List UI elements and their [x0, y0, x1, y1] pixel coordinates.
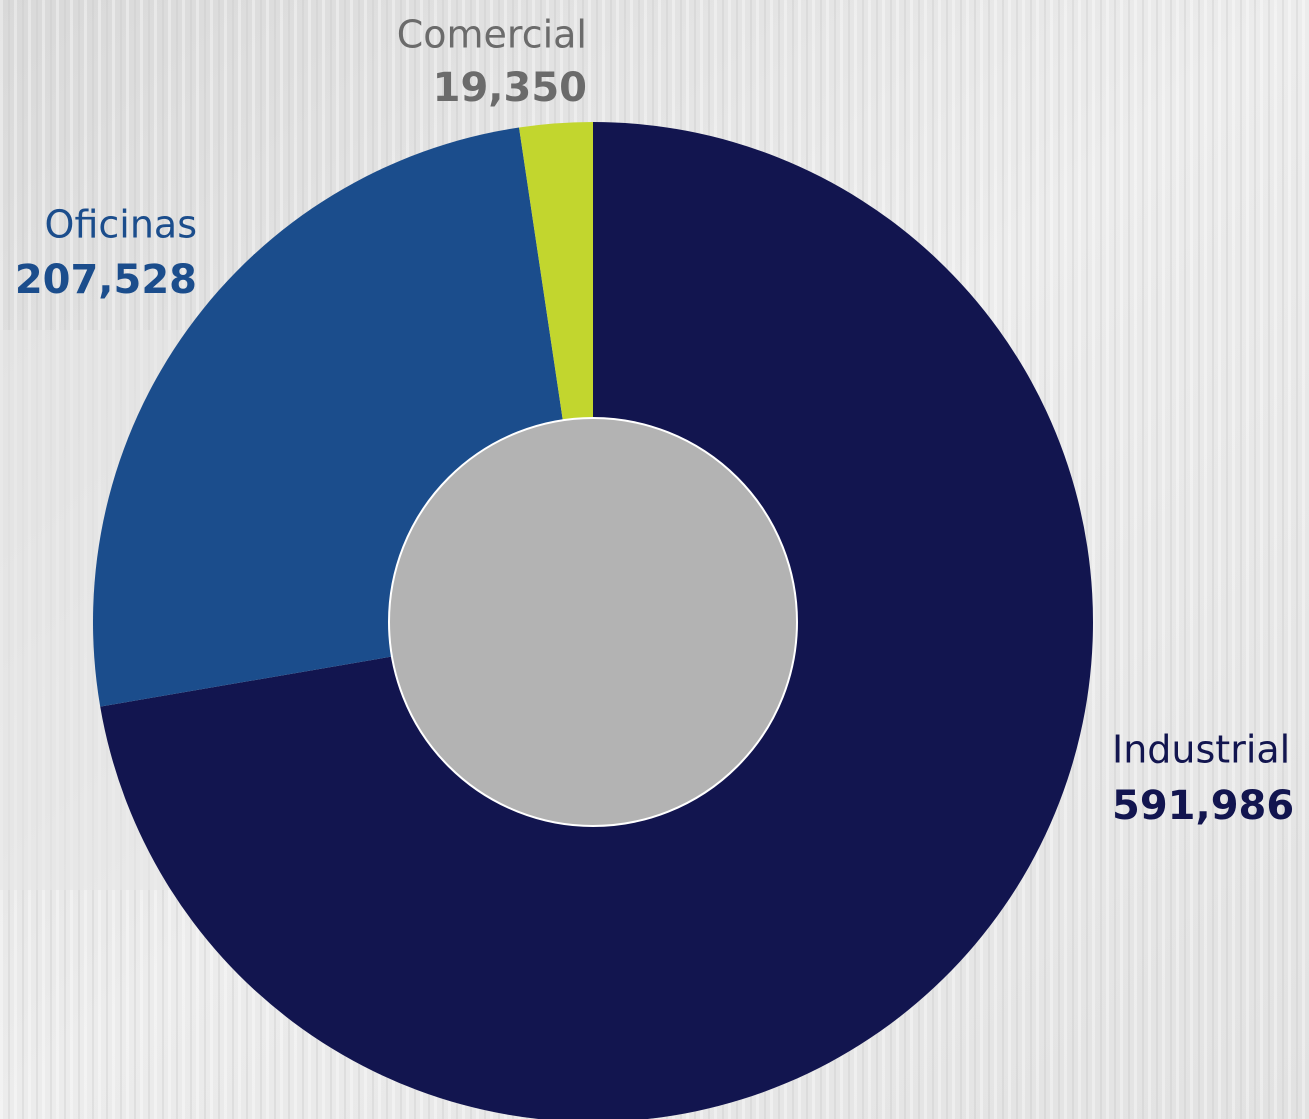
slice-value-label: 591,986 [1112, 783, 1294, 829]
donut-hole [388, 417, 798, 827]
slice-label: Industrial [1112, 728, 1290, 772]
slice-value-label: 207,528 [15, 257, 197, 303]
slice-label: Oficinas [45, 203, 197, 247]
slice-label: Comercial [397, 13, 587, 57]
slice-value-label: 19,350 [433, 65, 587, 111]
